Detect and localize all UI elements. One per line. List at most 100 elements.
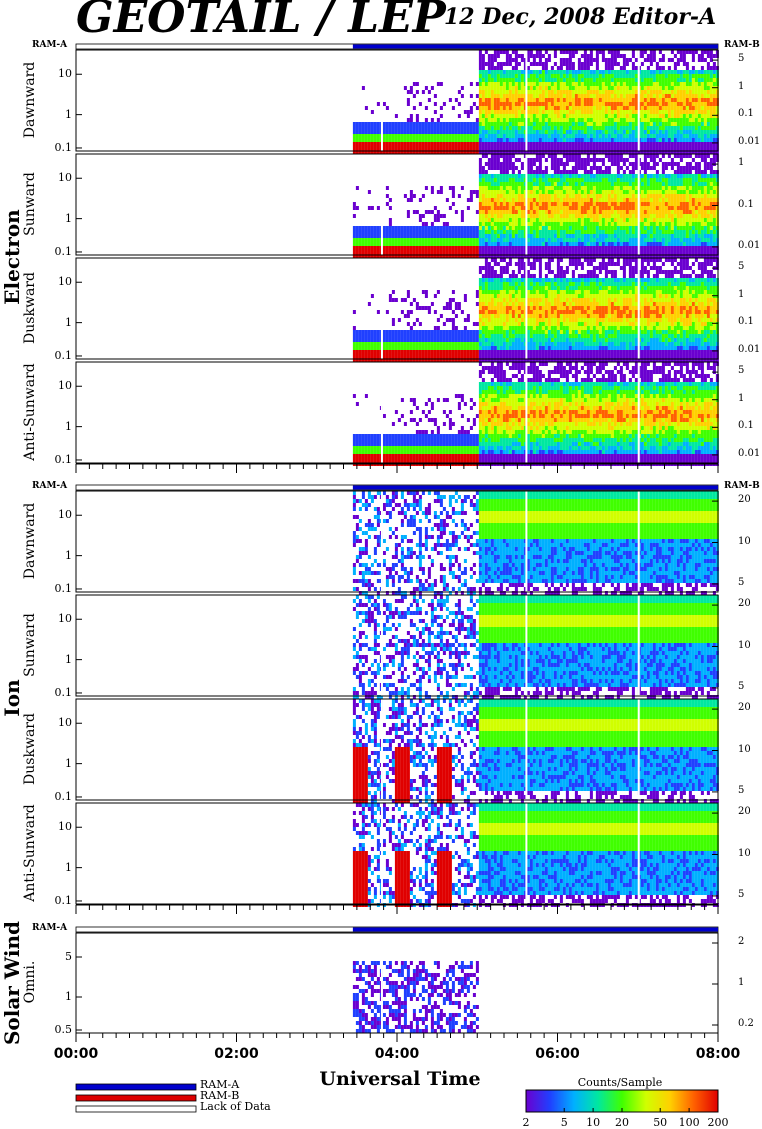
left-tick-label: 1 xyxy=(36,757,72,770)
ram-bar-fill xyxy=(353,486,718,490)
plot-subtitle: 12 Dec, 2008 Editor-A xyxy=(444,4,716,30)
data-gap xyxy=(381,50,383,151)
group-label-solar-wind: Solar Wind xyxy=(0,913,24,1053)
right-tick-label: 5 xyxy=(738,681,744,692)
left-tick-label: 10 xyxy=(36,508,72,521)
colorbar-tick-label: 200 xyxy=(703,1116,733,1129)
spectrogram-ion-1 xyxy=(353,595,719,699)
geotail-lep-plot xyxy=(0,0,762,1128)
left-tick-label: 0.1 xyxy=(36,453,72,466)
left-tick-label: 10 xyxy=(36,820,72,833)
spectrogram-electron-0 xyxy=(353,50,719,154)
left-tick-label: 5 xyxy=(36,950,72,963)
right-tick-label: 5 xyxy=(738,889,744,900)
panel-label-anti-sunward: Anti-Sunward xyxy=(22,803,38,903)
right-tick-label: 0.1 xyxy=(738,108,754,119)
spectrogram-solar-wind-0 xyxy=(353,933,640,1033)
left-tick-label: 1 xyxy=(36,653,72,666)
right-tick-label: 5 xyxy=(738,365,744,376)
right-tick-label: 10 xyxy=(738,640,751,651)
spectrogram-ion-0 xyxy=(353,491,719,595)
left-tick-label: 0.1 xyxy=(36,686,72,699)
left-tick-label: 10 xyxy=(36,379,72,392)
data-gap xyxy=(638,491,640,592)
left-tick-label: 10 xyxy=(36,171,72,184)
colorbar-title: Counts/Sample xyxy=(540,1076,700,1089)
right-tick-label: 0.01 xyxy=(738,136,760,147)
left-tick-label: 1 xyxy=(36,861,72,874)
spectrogram-ion-2 xyxy=(353,699,719,803)
data-gap xyxy=(381,362,383,463)
legend-swatch xyxy=(76,1084,196,1090)
left-tick-label: 10 xyxy=(36,67,72,80)
panel-label-omni-: Omni. xyxy=(22,932,38,1032)
data-gap xyxy=(638,154,640,255)
right-tick-label: 10 xyxy=(738,848,751,859)
right-tick-label: 20 xyxy=(738,806,751,817)
left-tick-label: 1 xyxy=(36,990,72,1003)
left-tick-label: 10 xyxy=(36,275,72,288)
data-gap xyxy=(638,803,640,904)
x-tick-label: 02:00 xyxy=(207,1046,267,1062)
x-tick-label: 00:00 xyxy=(46,1046,106,1062)
panel-label-sunward: Sunward xyxy=(22,595,38,695)
legend-swatch xyxy=(76,1095,196,1101)
left-tick-label: 1 xyxy=(36,108,72,121)
x-tick-label: 06:00 xyxy=(528,1046,588,1062)
data-gap xyxy=(638,258,640,359)
group-label-ion: Ion xyxy=(0,628,24,768)
left-tick-label: 0.1 xyxy=(36,894,72,907)
right-tick-label: 0.01 xyxy=(738,448,760,459)
data-gap xyxy=(525,154,527,255)
ram-a-label: RAM-A xyxy=(32,481,67,491)
data-gap xyxy=(381,803,383,904)
plot-title: GEOTAIL / LEP xyxy=(76,0,446,43)
right-tick-label: 1 xyxy=(738,157,744,168)
data-gap xyxy=(638,362,640,463)
spectrogram-electron-1 xyxy=(353,154,719,258)
panel-label-duskward: Duskward xyxy=(22,258,38,358)
right-tick-label: 20 xyxy=(738,598,751,609)
colorbar-tick-label: 5 xyxy=(549,1116,579,1129)
data-gap xyxy=(525,595,527,696)
right-tick-label: 5 xyxy=(738,577,744,588)
x-axis-label: Universal Time xyxy=(250,1068,550,1090)
right-tick-label: 1 xyxy=(738,393,744,404)
data-gap xyxy=(525,50,527,151)
data-gap xyxy=(638,699,640,800)
left-tick-label: 1 xyxy=(36,316,72,329)
right-tick-label: 20 xyxy=(738,494,751,505)
ram-b-label: RAM-B xyxy=(724,481,760,491)
data-gap xyxy=(381,933,383,1033)
left-tick-label: 1 xyxy=(36,420,72,433)
right-tick-label: 2 xyxy=(738,936,744,947)
right-tick-label: 0.1 xyxy=(738,420,754,431)
left-tick-label: 0.5 xyxy=(36,1023,72,1036)
colorbar-tick-label: 50 xyxy=(645,1116,675,1129)
data-gap xyxy=(525,258,527,359)
ram-bar-fill xyxy=(353,928,718,932)
right-tick-label: 5 xyxy=(738,53,744,64)
legend-label: Lack of Data xyxy=(200,1100,271,1113)
colorbar-tick-label: 100 xyxy=(674,1116,704,1129)
left-tick-label: 1 xyxy=(36,549,72,562)
data-gap xyxy=(381,699,383,800)
colorbar-tick-label: 2 xyxy=(511,1116,541,1129)
ram-a-label: RAM-A xyxy=(32,40,67,50)
ram-b-label: RAM-B xyxy=(724,40,760,50)
left-tick-label: 1 xyxy=(36,212,72,225)
data-gap xyxy=(525,362,527,463)
x-tick-label: 04:00 xyxy=(367,1046,427,1062)
right-tick-label: 20 xyxy=(738,702,751,713)
right-tick-label: 5 xyxy=(738,261,744,272)
legend-swatch xyxy=(76,1106,196,1112)
data-gap xyxy=(525,933,527,1033)
right-tick-label: 0.2 xyxy=(738,1018,754,1029)
data-gap xyxy=(381,258,383,359)
right-tick-label: 10 xyxy=(738,536,751,547)
x-tick-label: 08:00 xyxy=(688,1046,748,1062)
data-gap xyxy=(638,50,640,151)
right-tick-label: 0.1 xyxy=(738,316,754,327)
right-tick-label: 0.01 xyxy=(738,240,760,251)
right-tick-label: 1 xyxy=(738,289,744,300)
